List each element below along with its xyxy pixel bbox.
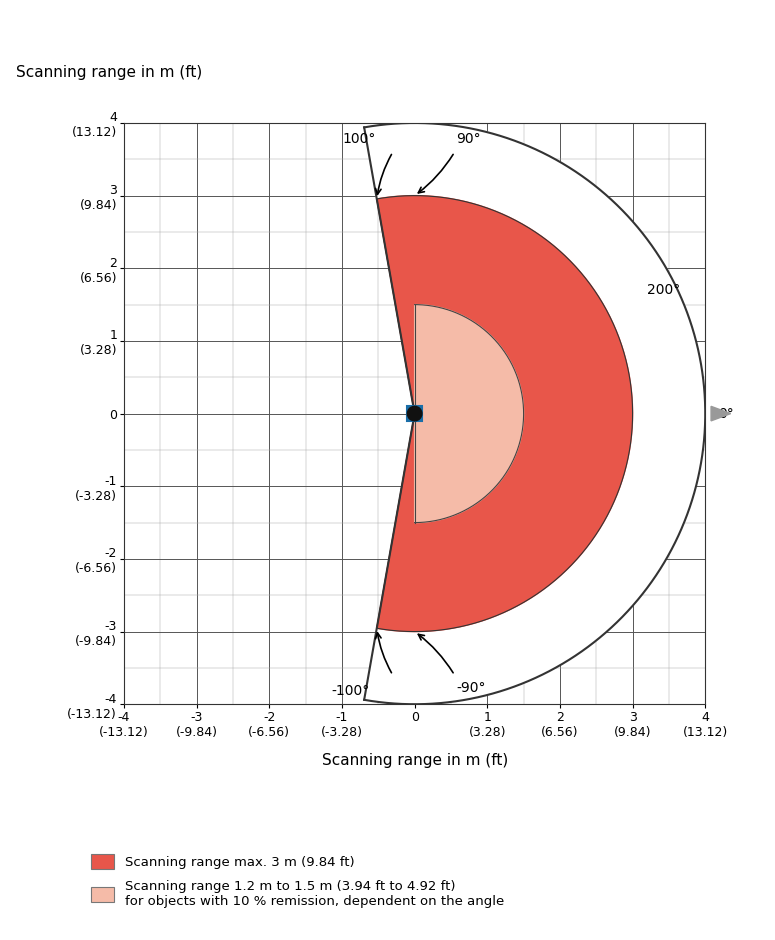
Polygon shape xyxy=(711,406,731,421)
Text: 200°: 200° xyxy=(647,283,680,297)
Polygon shape xyxy=(415,305,524,523)
Legend: Scanning range max. 3 m (9.84 ft), Scanning range 1.2 m to 1.5 m (3.94 ft to 4.9: Scanning range max. 3 m (9.84 ft), Scann… xyxy=(84,848,511,915)
Text: -90°: -90° xyxy=(456,681,486,695)
Text: 0°: 0° xyxy=(718,407,734,420)
Polygon shape xyxy=(364,123,705,704)
Circle shape xyxy=(408,406,422,421)
Text: -100°: -100° xyxy=(331,684,370,697)
X-axis label: Scanning range in m (ft): Scanning range in m (ft) xyxy=(322,753,508,768)
Polygon shape xyxy=(377,196,632,632)
Bar xyxy=(408,406,422,421)
Text: 90°: 90° xyxy=(456,133,480,147)
Text: 100°: 100° xyxy=(342,133,375,147)
Text: Scanning range in m (ft): Scanning range in m (ft) xyxy=(16,65,202,80)
